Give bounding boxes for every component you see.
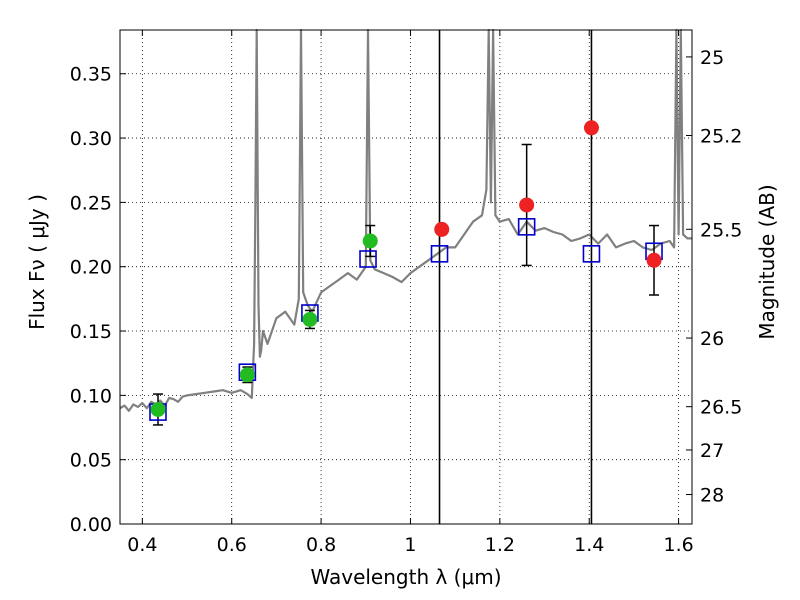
y-tick-label: 0.20 [70,257,112,279]
x-tick-label: 1.4 [574,534,604,556]
x-tick-label: 1.2 [485,534,515,556]
circle-marker [646,252,662,268]
y2-tick-label: 26.5 [700,397,742,419]
square-marker [430,245,449,263]
y-tick-label: 0.30 [70,128,112,150]
x-tick-label: 0.8 [306,534,336,556]
circle-marker [150,402,166,418]
y2-tick-label: 28 [700,485,724,507]
ticks [120,30,692,525]
x-axis-label: Wavelength λ (μm) [310,565,501,589]
vertical-lines [438,30,593,524]
square-marker [582,245,601,263]
square-marker [517,218,536,236]
tick-labels: 0.4 0.6 0.8 1 1.2 1.4 1.6 0.00 0.05 0.10 0.15 0.20 0… [70,47,743,556]
circle-marker [434,221,450,237]
y2-tick-label: 25.5 [700,219,742,241]
plot-frame [119,29,693,525]
y-tick-label: 0.15 [70,321,112,343]
y-tick-label: 0.05 [70,450,112,472]
y2-tick-label: 27 [700,440,724,462]
x-tick-label: 1.6 [663,534,693,556]
x-tick-label: 0.6 [217,534,247,556]
y2-tick-label: 25.2 [700,125,742,147]
y-tick-label: 0.25 [70,192,112,214]
markers [149,120,663,421]
x-tick-label: 1 [404,534,416,556]
y2-tick-label: 25 [700,47,724,69]
y-tick-label: 0.35 [70,64,112,86]
circle-marker [519,197,535,213]
x-tick-label: 0.4 [127,534,157,556]
spectrum-line [119,28,692,412]
circle-marker [362,233,378,249]
error-bars [152,143,660,426]
y-tick-label: 0.00 [70,514,112,536]
circle-marker [302,311,318,327]
y-axis-label: Flux Fν ( μJy ) [25,194,49,330]
square-marker [359,250,377,268]
y2-axis-label: Magnitude (AB) [755,184,779,339]
y2-tick-label: 26 [700,328,724,350]
circle-marker [239,367,255,383]
model-spectrum [119,28,692,412]
y-tick-label: 0.10 [70,385,112,407]
circle-marker [583,120,599,136]
